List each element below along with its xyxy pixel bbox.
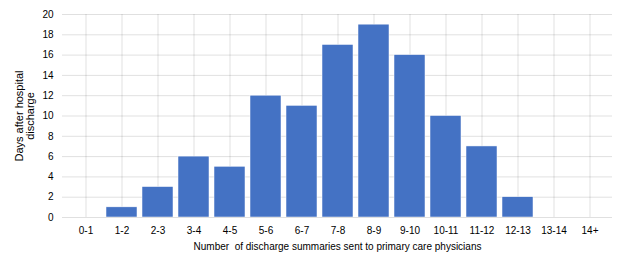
svg-text:10: 10	[42, 110, 54, 121]
svg-text:6-7: 6-7	[295, 225, 310, 236]
svg-text:11-12: 11-12	[470, 225, 495, 236]
svg-text:12: 12	[42, 90, 54, 101]
svg-text:13-14: 13-14	[541, 225, 567, 236]
svg-text:Number of discharge summaries: Number of discharge summaries sent to pr…	[194, 241, 482, 252]
svg-text:14+: 14+	[582, 225, 599, 236]
svg-text:7-8: 7-8	[331, 225, 346, 236]
svg-text:3-4: 3-4	[187, 225, 202, 236]
svg-text:5-6: 5-6	[259, 225, 274, 236]
svg-text:8-9: 8-9	[367, 225, 382, 236]
svg-text:10-11: 10-11	[434, 225, 459, 236]
svg-text:9-10: 9-10	[400, 225, 420, 236]
svg-text:6: 6	[48, 151, 54, 162]
svg-text:0-1: 0-1	[79, 225, 94, 236]
svg-text:14: 14	[42, 70, 54, 81]
svg-text:18: 18	[42, 29, 54, 40]
svg-text:20: 20	[42, 9, 54, 20]
svg-text:0: 0	[48, 212, 54, 223]
svg-text:4-5: 4-5	[223, 225, 238, 236]
svg-text:12-13: 12-13	[505, 225, 531, 236]
svg-text:16: 16	[42, 49, 54, 60]
svg-text:4: 4	[48, 171, 54, 182]
svg-text:Days after hospitaldischarge: Days after hospitaldischarge	[13, 70, 36, 161]
svg-text:8: 8	[48, 131, 54, 142]
svg-text:1-2: 1-2	[115, 225, 130, 236]
svg-text:2: 2	[48, 191, 54, 202]
svg-text:2-3: 2-3	[151, 225, 166, 236]
